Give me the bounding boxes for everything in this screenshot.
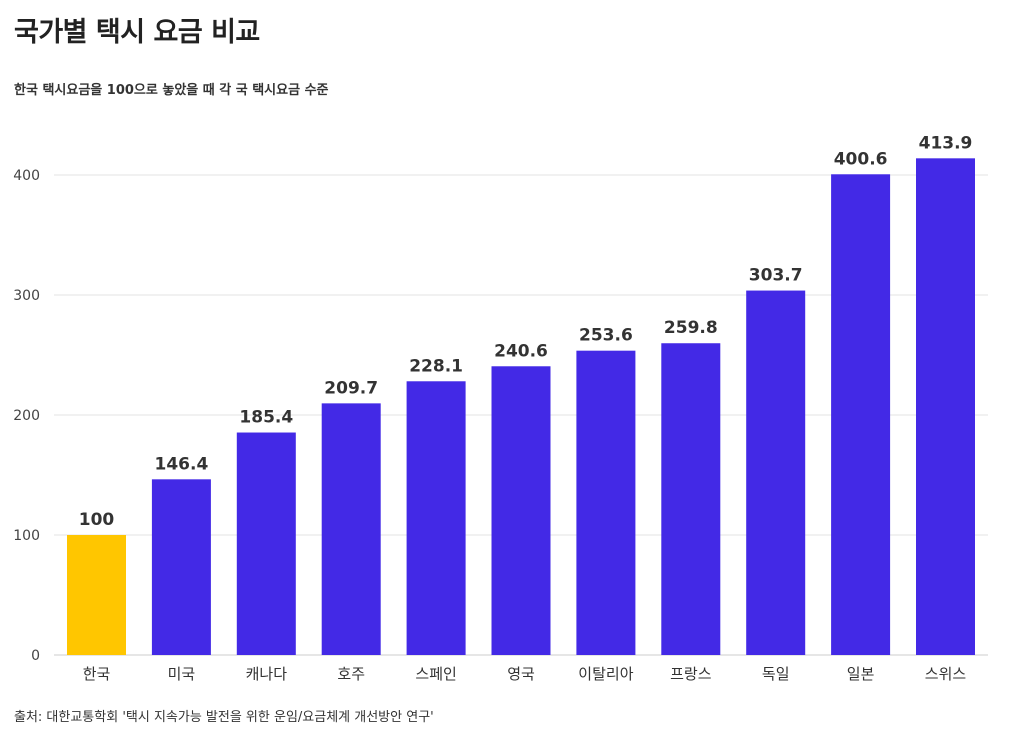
data-label: 303.7 — [749, 266, 803, 286]
data-label: 400.6 — [834, 149, 888, 169]
data-label: 146.4 — [155, 454, 209, 474]
bar-8 — [661, 343, 721, 655]
chart-title: 국가별 택시 요금 비교 — [14, 17, 260, 48]
labels: 0 100 200 300 400 100 한국 146.4 미국 185.4 캐나다 209.7 호주… — [13, 133, 972, 683]
bar-7 — [576, 350, 636, 655]
bar-chart: 0 100 200 300 400 100 한국 146.4 미국 185.4 캐나다 209.7 호주… — [13, 133, 988, 683]
x-tick-label: 이탈리아 — [578, 665, 633, 683]
bar-9 — [746, 290, 806, 655]
data-label: 228.1 — [409, 356, 463, 376]
x-tick-label: 캐나다 — [246, 665, 288, 683]
data-label: 185.4 — [239, 408, 293, 428]
data-label: 209.7 — [324, 378, 378, 398]
bar-6 — [491, 366, 551, 655]
data-label: 253.6 — [579, 326, 633, 346]
bar-3 — [236, 432, 296, 655]
x-tick-label: 스페인 — [415, 665, 456, 683]
x-tick-label: 미국 — [168, 665, 196, 683]
bar-1 — [67, 535, 126, 655]
bar-5 — [406, 381, 466, 655]
x-tick-label: 스위스 — [925, 665, 967, 683]
x-tick-label: 한국 — [83, 665, 111, 683]
data-label: 413.9 — [919, 133, 973, 153]
y-tick-label: 0 — [31, 648, 40, 664]
x-tick-label: 일본 — [847, 665, 875, 683]
y-tick-label: 300 — [13, 288, 40, 304]
bar-2 — [151, 479, 211, 655]
bars — [67, 158, 975, 655]
source-note: 출처: 대한교통학회 '택시 지속가능 발전을 위한 운임/요금체계 개선방안 … — [14, 710, 434, 725]
bar-10 — [831, 174, 891, 655]
data-label: 259.8 — [664, 318, 718, 338]
data-label: 240.6 — [494, 341, 548, 361]
y-tick-label: 100 — [13, 528, 40, 544]
x-tick-label: 영국 — [507, 665, 535, 683]
x-tick-label: 독일 — [762, 665, 790, 683]
x-tick-label: 프랑스 — [670, 665, 712, 683]
chart-subtitle: 한국 택시요금을 100으로 놓았을 때 각 국 택시요금 수준 — [14, 83, 329, 98]
bar-11 — [916, 158, 975, 655]
x-tick-label: 호주 — [337, 665, 365, 683]
data-label: 100 — [79, 510, 115, 530]
y-tick-label: 200 — [13, 408, 40, 424]
y-tick-label: 400 — [13, 168, 40, 184]
bar-4 — [321, 403, 381, 655]
